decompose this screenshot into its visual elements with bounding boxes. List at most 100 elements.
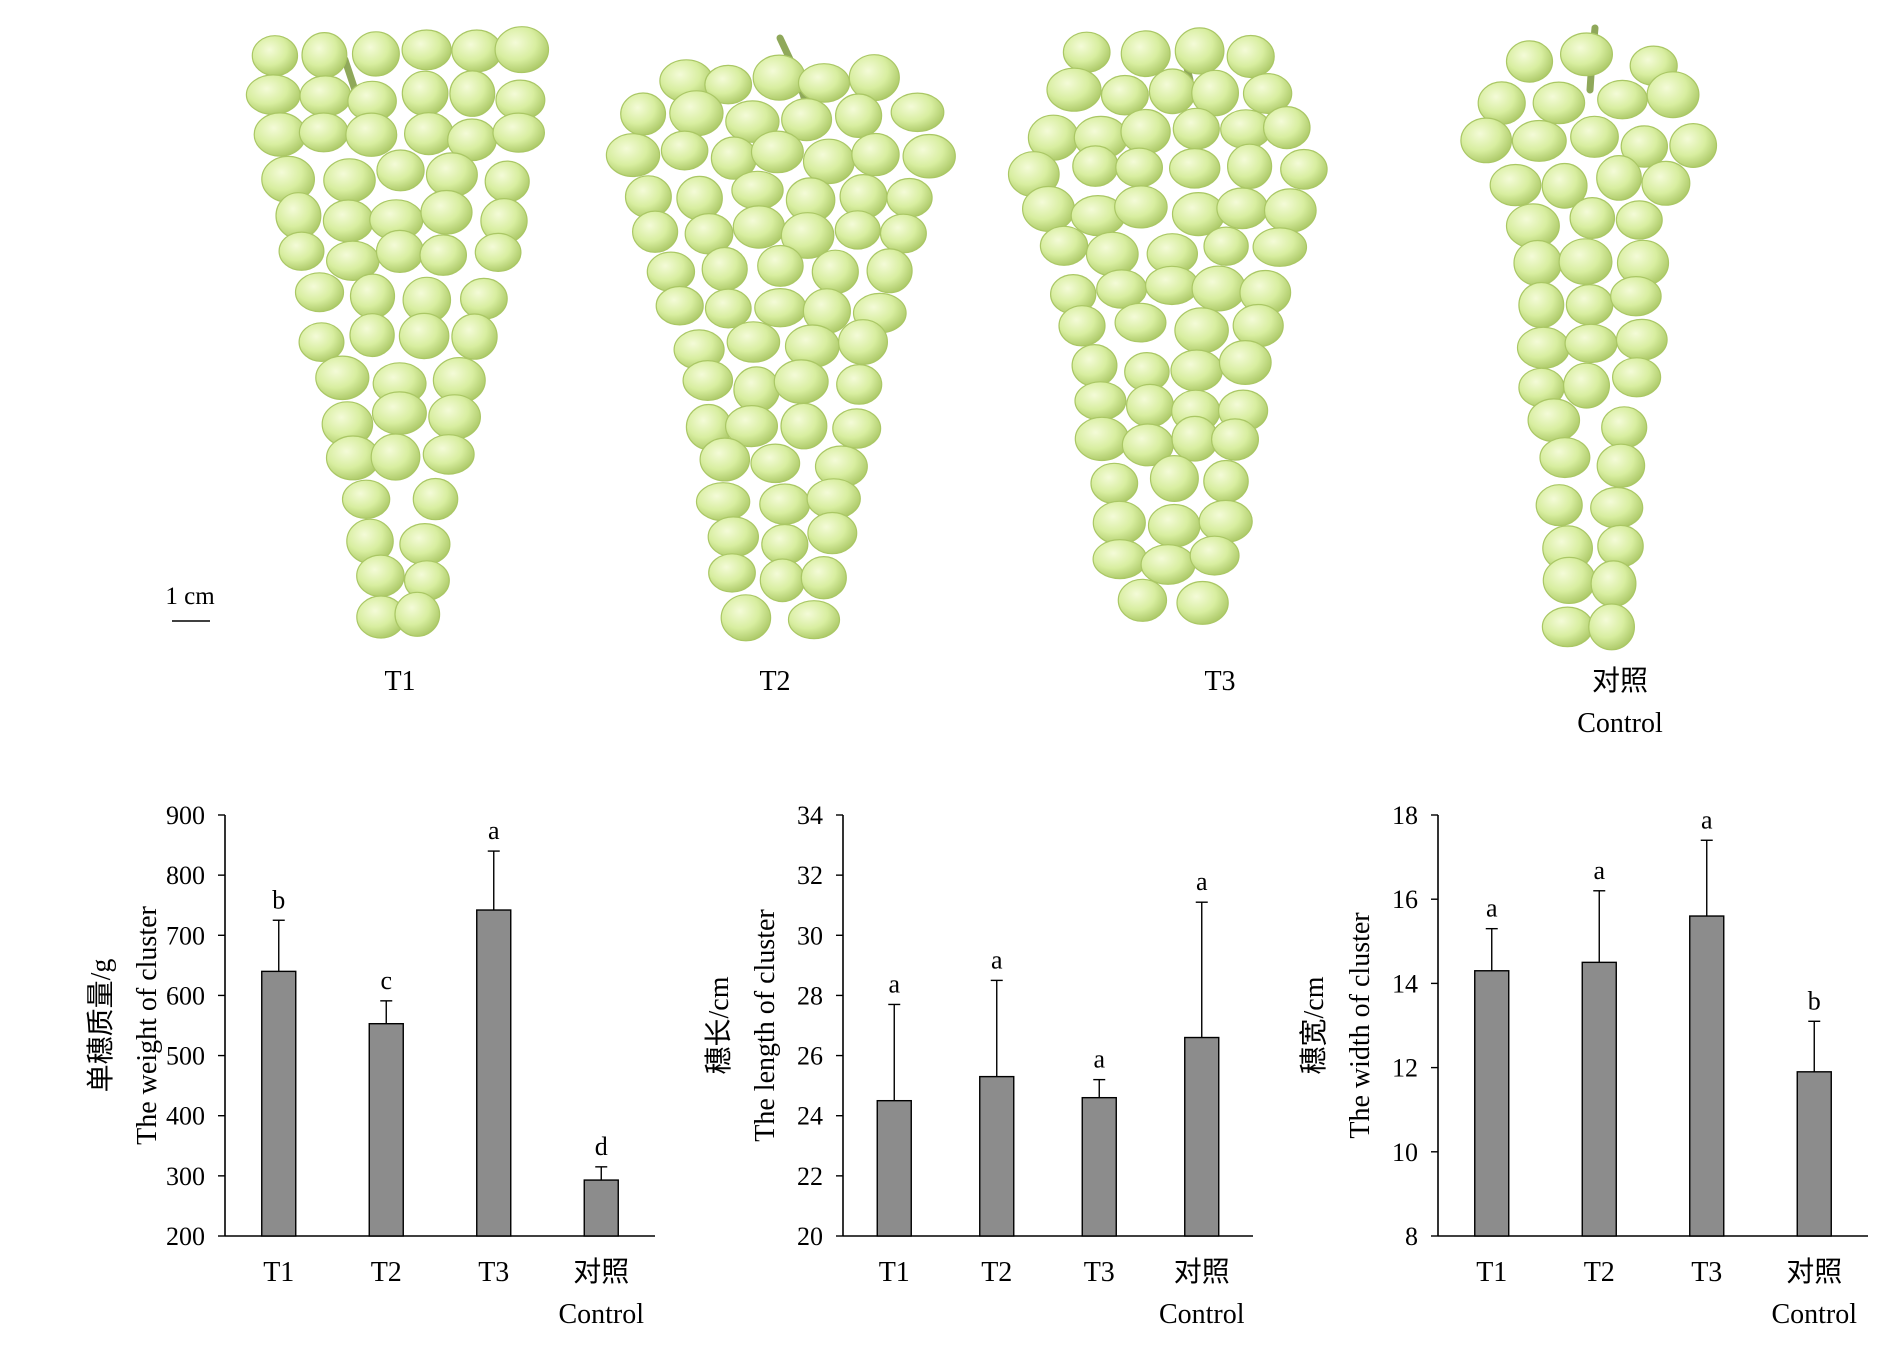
- grape-berry: [1096, 269, 1148, 309]
- grape-berry: [1542, 556, 1596, 605]
- grape-berry: [370, 433, 421, 481]
- x-tick-label: T2: [371, 1257, 402, 1288]
- scale-bar-label: 1 cm: [165, 583, 215, 610]
- grape-berry: [1021, 185, 1075, 232]
- y-tick-label: 32: [797, 861, 823, 890]
- grape-berry: [726, 321, 781, 363]
- y-tick-label: 22: [797, 1162, 823, 1191]
- grape-berry: [731, 170, 784, 210]
- grape-berry: [704, 64, 753, 105]
- grape-berry: [401, 70, 449, 117]
- significance-label: d: [595, 1132, 608, 1161]
- significance-label: a: [488, 816, 500, 845]
- grape-berry: [732, 205, 786, 249]
- grape-berry: [301, 31, 348, 79]
- grape-berry: [1168, 148, 1221, 189]
- grape-berry: [1092, 500, 1146, 545]
- significance-label: a: [1486, 894, 1498, 923]
- grape-berry: [1611, 357, 1662, 398]
- grape-berry: [451, 29, 503, 73]
- grape-berry: [1176, 580, 1229, 625]
- grape-berry: [356, 554, 405, 598]
- grape-berry: [1263, 188, 1317, 233]
- grape-berry: [1280, 148, 1328, 190]
- grape-berry: [460, 277, 508, 320]
- grape-berry: [399, 523, 451, 566]
- grape-berry: [837, 319, 888, 365]
- grape-berry: [1559, 32, 1613, 77]
- grape-berry: [834, 93, 883, 139]
- significance-label: a: [888, 969, 900, 998]
- significance-label: a: [1701, 805, 1713, 834]
- grape-berry: [1226, 34, 1275, 79]
- grape-berry: [376, 149, 425, 192]
- grape-berry: [494, 26, 550, 74]
- grape-berry: [1564, 323, 1618, 364]
- grape-berry: [1535, 484, 1583, 527]
- y-tick-label: 16: [1392, 885, 1418, 914]
- grape-berry: [1092, 538, 1148, 580]
- grape-berry: [1646, 71, 1700, 119]
- grape-berry: [660, 130, 709, 171]
- y-tick-label: 900: [166, 801, 205, 830]
- grape-berry: [422, 434, 475, 475]
- grape-berry: [474, 232, 522, 272]
- grape-berry: [298, 112, 349, 153]
- grape-berry: [315, 355, 370, 401]
- x-tick-label: T3: [1691, 1257, 1722, 1288]
- bar: [1796, 1071, 1832, 1237]
- grape-berry: [1596, 443, 1646, 488]
- grape-berry: [1072, 145, 1119, 187]
- x-tick-label: T1: [1476, 1257, 1507, 1288]
- grape-berry: [851, 132, 900, 177]
- grape-berry: [759, 558, 806, 603]
- x-tick-label: 对照: [1786, 1256, 1842, 1288]
- grape-berry: [631, 210, 679, 253]
- grape-berry: [1641, 160, 1691, 206]
- grape-berry: [1596, 154, 1642, 201]
- grape-berry: [1144, 265, 1199, 306]
- grape-berry: [1120, 108, 1171, 155]
- grape-berry: [780, 402, 828, 450]
- grape-berry: [1216, 187, 1269, 230]
- y-tick-label: 10: [1392, 1138, 1418, 1167]
- grape-berry: [1115, 147, 1163, 188]
- grape-berry: [419, 234, 468, 276]
- significance-label: a: [1593, 856, 1605, 885]
- x-tick-label: Control: [1159, 1299, 1245, 1330]
- y-tick-label: 30: [797, 921, 823, 950]
- grape-berry: [704, 288, 752, 329]
- y-tick-label: 600: [166, 981, 205, 1010]
- chart-3: 8 10 12 14 16 18 穗宽/cm The width of cluster a T1 a…: [1298, 801, 1868, 1330]
- x-tick-label: T2: [1584, 1257, 1615, 1288]
- grape-berry: [1558, 238, 1613, 286]
- y-tick-label: 400: [166, 1102, 205, 1131]
- grape-berry: [398, 312, 450, 360]
- grape-berry: [605, 133, 661, 178]
- significance-label: b: [1808, 986, 1821, 1015]
- grape-berry: [1147, 503, 1201, 548]
- grape-berry: [1669, 122, 1718, 168]
- bar: [368, 1022, 404, 1237]
- grape-berry: [1191, 265, 1246, 312]
- grape-berry: [886, 177, 933, 218]
- grape-berry: [1541, 606, 1594, 648]
- grape-berry: [278, 231, 325, 271]
- grape-berry: [866, 248, 913, 294]
- grape-berry: [807, 511, 858, 555]
- bar: [476, 909, 512, 1237]
- grape-berry: [701, 246, 748, 292]
- grape-berry: [1100, 74, 1149, 116]
- grape-berry: [371, 391, 427, 435]
- grape-berry: [1114, 185, 1168, 229]
- grape-berry: [655, 285, 704, 326]
- grape-berry: [1513, 239, 1563, 287]
- grape-berry: [707, 516, 760, 558]
- grape-berry: [797, 63, 851, 103]
- grape-berry: [322, 199, 374, 243]
- significance-label: b: [272, 885, 285, 914]
- grape-berry: [733, 366, 780, 413]
- grape-berry: [1601, 406, 1648, 449]
- grape-berry: [1252, 227, 1308, 267]
- grape-berry: [323, 158, 376, 203]
